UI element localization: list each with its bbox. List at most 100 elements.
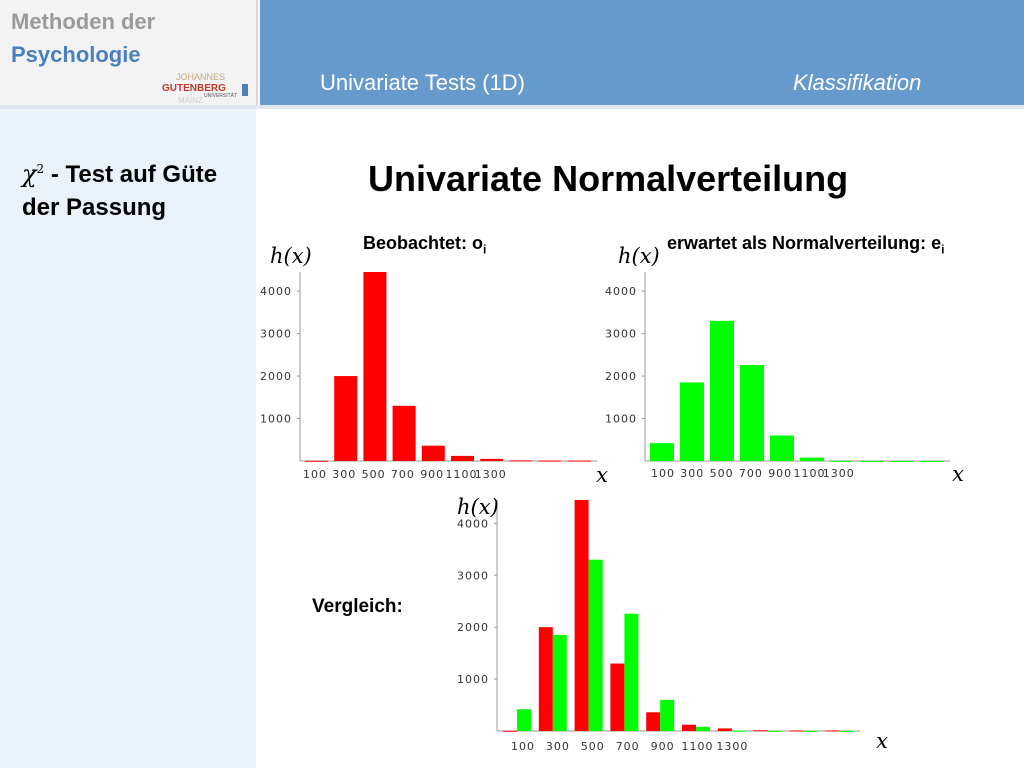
observed-bar	[363, 272, 387, 461]
expected-bar	[740, 365, 764, 461]
comparison-bar-expected	[588, 559, 603, 731]
observed-bar	[538, 460, 562, 462]
observed-bar	[567, 460, 591, 462]
expected-y-tick-label: 4000	[605, 285, 637, 298]
observed-x-tick-label: 700	[391, 468, 415, 481]
observed-x-tick-label: 1300	[475, 468, 507, 481]
expected-x-tick-label: 500	[710, 467, 734, 480]
observed-y-tick-label: 4000	[260, 285, 292, 298]
comparison-bar-expected	[731, 730, 746, 732]
observed-x-tick-label: 900	[420, 468, 444, 481]
observed-bar	[509, 460, 533, 462]
comparison-y-axis-label: h(x)	[457, 495, 499, 519]
university-logo: JOHANNES GUTENBERG UNIVERSITÄT MAINZ	[162, 72, 248, 105]
logo-box: Methoden der Psychologie JOHANNES GUTENB…	[0, 0, 258, 107]
comparison-bar-expected	[552, 634, 567, 731]
expected-x-tick-label: 1100	[794, 467, 826, 480]
comparison-bar-expected	[803, 730, 818, 732]
expected-bar	[860, 460, 884, 462]
expected-bar	[770, 435, 794, 461]
comparison-x-tick-label: 300	[546, 740, 570, 753]
observed-y-axis-label: h(x)	[270, 244, 312, 268]
observed-bar	[480, 458, 504, 461]
header-section: Klassifikation	[793, 70, 922, 95]
header-divider	[0, 105, 1024, 109]
comparison-bar-observed	[538, 627, 553, 731]
comparison-bar-expected	[624, 613, 639, 731]
comparison-y-tick-label: 4000	[457, 517, 489, 530]
observed-y-tick-label: 3000	[260, 328, 292, 341]
comparison-x-tick-label: 100	[511, 740, 535, 753]
observed-bar	[451, 455, 474, 461]
comparison-bar-expected	[660, 699, 675, 731]
comparison-bar-expected	[767, 730, 782, 732]
header-bar	[260, 0, 1024, 105]
comparison-bar-observed	[503, 730, 517, 732]
expected-bar	[800, 457, 824, 461]
expected-y-tick-label: 1000	[605, 413, 637, 426]
comparison-label: Vergleich:	[312, 596, 403, 617]
comparison-y-tick-label: 1000	[457, 673, 489, 686]
expected-y-axis-label: h(x)	[618, 244, 660, 268]
comparison-x-tick-label: 500	[581, 740, 605, 753]
comparison-y-tick-label: 3000	[457, 569, 489, 582]
comparison-x-tick-label: 1100	[682, 740, 714, 753]
expected-bar	[890, 460, 914, 462]
expected-label: erwartet als Normalverteilung: ei	[667, 233, 945, 257]
sidebar	[0, 109, 256, 768]
comparison-x-tick-label: 700	[616, 740, 640, 753]
comparison-x-axis-label: x	[876, 729, 888, 753]
comparison-bar-observed	[753, 730, 768, 732]
observed-bar	[305, 460, 328, 462]
comparison-y-tick-label: 2000	[457, 621, 489, 634]
expected-bar	[920, 460, 944, 462]
uni-logo-sub: UNIVERSITÄT	[204, 92, 237, 99]
observed-y-tick-label: 1000	[260, 413, 292, 426]
uni-logo-main: GUTENBERG	[162, 83, 226, 94]
logo-title-line1: Methoden der	[11, 9, 156, 34]
comparison-bar-expected	[696, 726, 710, 731]
uni-logo-mark	[242, 84, 248, 96]
uni-logo-top: JOHANNES	[176, 72, 225, 82]
comparison-bar-expected	[839, 730, 854, 732]
expected-x-tick-label: 700	[739, 467, 763, 480]
expected-bar	[650, 443, 674, 461]
observed-label: Beobachtet: oi	[363, 233, 487, 257]
chi-symbol: χ2	[22, 160, 45, 188]
comparison-bar-observed	[789, 730, 804, 732]
comparison-bar-expected	[517, 709, 531, 731]
expected-y-tick-label: 2000	[605, 370, 637, 383]
header-title: Univariate Tests (1D)	[320, 70, 525, 95]
comparison-bar-observed	[682, 724, 696, 731]
observed-y-tick-label: 2000	[260, 370, 292, 383]
expected-x-tick-label: 900	[768, 467, 792, 480]
comparison-bar-observed	[825, 730, 840, 732]
observed-bar	[421, 445, 445, 461]
expected-x-axis-label: x	[952, 462, 964, 486]
comparison-bar-observed	[717, 728, 732, 731]
logo-title-line2: Psychologie	[11, 42, 141, 67]
observed-bar	[334, 376, 358, 461]
observed-x-axis-label: x	[596, 463, 608, 487]
uni-logo-city: MAINZ	[178, 96, 203, 105]
sidebar-title: χ2 - Test auf Güte der Passung	[22, 153, 247, 224]
page-title: Univariate Normalverteilung	[368, 158, 849, 199]
observed-bar	[392, 405, 416, 461]
expected-bar	[710, 320, 734, 461]
observed-x-tick-label: 1100	[446, 468, 478, 481]
observed-x-tick-label: 100	[303, 468, 327, 481]
comparison-bar-observed	[646, 712, 661, 731]
expected-y-tick-label: 3000	[605, 328, 637, 341]
expected-x-tick-label: 1300	[823, 467, 855, 480]
expected-bar	[830, 460, 854, 462]
observed-x-tick-label: 500	[362, 468, 386, 481]
sidebar-title-text: - Test auf Güte der Passung	[22, 161, 218, 221]
comparison-bar-observed	[574, 500, 589, 731]
observed-x-tick-label: 300	[332, 468, 356, 481]
comparison-bar-observed	[610, 663, 625, 731]
expected-x-tick-label: 300	[680, 467, 704, 480]
expected-x-tick-label: 100	[651, 467, 675, 480]
comparison-x-tick-label: 900	[651, 740, 675, 753]
comparison-x-tick-label: 1300	[716, 740, 748, 753]
